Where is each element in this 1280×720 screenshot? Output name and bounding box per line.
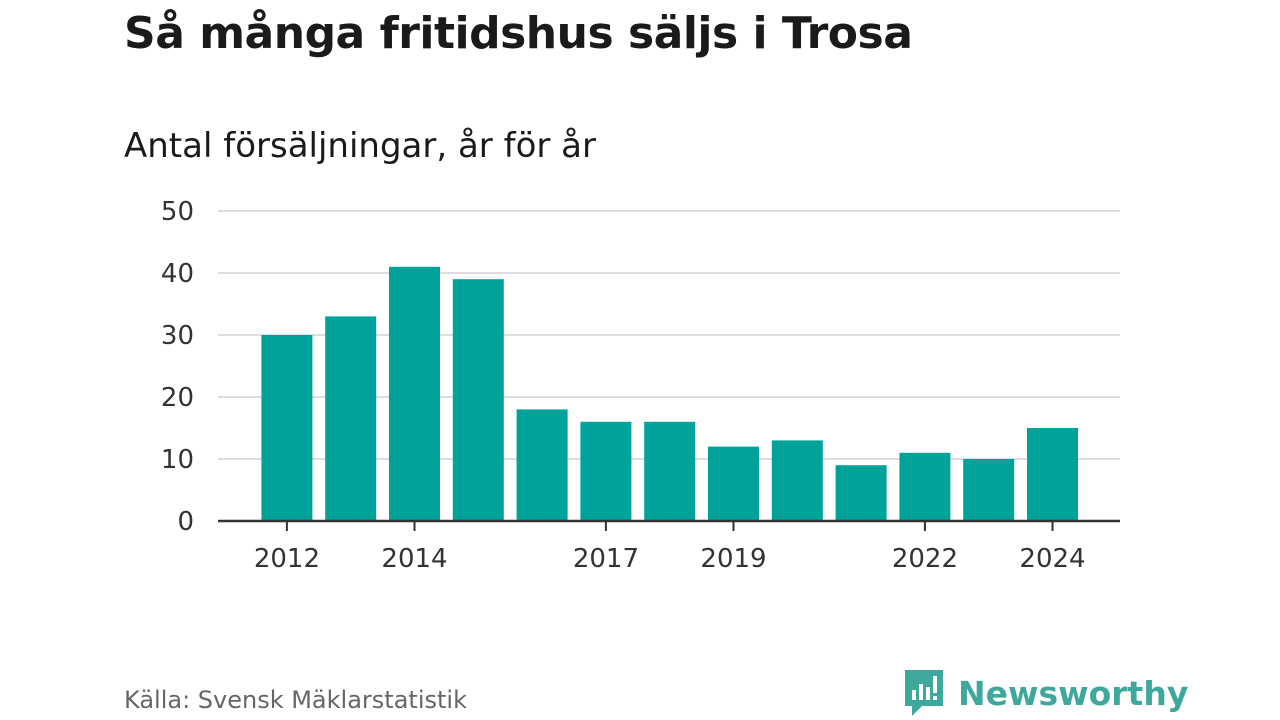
x-tick-label-2019: 2019 bbox=[700, 544, 766, 574]
brand-name: Newsworthy bbox=[958, 673, 1189, 713]
newsworthy-logo-icon bbox=[905, 670, 943, 716]
bar-2015 bbox=[452, 279, 504, 521]
x-axis-ticks bbox=[285, 521, 1054, 531]
bar-2012 bbox=[261, 335, 313, 521]
bar-2023 bbox=[963, 459, 1015, 521]
bar-2020 bbox=[771, 440, 823, 521]
x-tick-label-2017: 2017 bbox=[573, 544, 639, 574]
bar-2024 bbox=[1027, 428, 1078, 521]
x-tick-label-2014: 2014 bbox=[381, 544, 447, 574]
y-tick-label: 0 bbox=[177, 507, 194, 537]
x-axis-labels: 2012 2014 2017 2019 2022 2024 bbox=[254, 544, 1086, 574]
bar-2021 bbox=[835, 465, 887, 521]
bars bbox=[261, 266, 1078, 521]
brand-logo: Newsworthy bbox=[902, 668, 1188, 718]
bar-2019 bbox=[708, 446, 759, 521]
bar-2013 bbox=[325, 316, 377, 521]
bar-2014 bbox=[389, 266, 440, 521]
y-tick-label: 40 bbox=[161, 259, 194, 289]
x-tick-label-2012: 2012 bbox=[254, 544, 320, 574]
chart-title: Så många fritidshus säljs i Trosa bbox=[124, 8, 913, 59]
y-tick-label: 10 bbox=[161, 445, 194, 475]
y-tick-label: 50 bbox=[161, 197, 194, 227]
source-note: Källa: Svensk Mäklarstatistik bbox=[124, 686, 467, 714]
bar-2018 bbox=[644, 421, 696, 521]
y-tick-label: 20 bbox=[161, 383, 194, 413]
x-tick-label-2024: 2024 bbox=[1019, 544, 1085, 574]
bar-2022 bbox=[899, 452, 951, 521]
bar-2016 bbox=[516, 409, 568, 521]
y-axis-labels: 0 10 20 30 40 50 bbox=[161, 197, 194, 537]
bar-2017 bbox=[580, 421, 632, 521]
y-tick-label: 30 bbox=[161, 321, 194, 351]
x-tick-label-2022: 2022 bbox=[892, 544, 958, 574]
chart-subtitle: Antal försäljningar, år för år bbox=[124, 126, 596, 166]
